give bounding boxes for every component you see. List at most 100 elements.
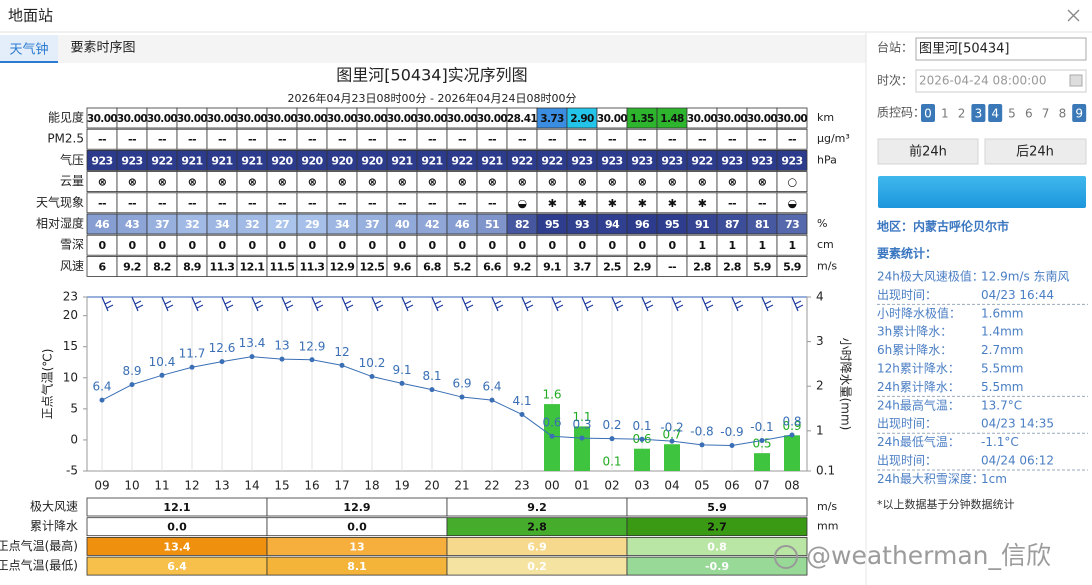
summary-value: 12.1	[163, 501, 190, 514]
qc-code[interactable]: 7	[1042, 107, 1050, 121]
precip-bar	[754, 453, 770, 471]
table-value: 921	[181, 154, 202, 167]
time-value[interactable]: 2026-04-24 08:00:00	[919, 74, 1046, 88]
query-button[interactable]	[878, 176, 1086, 208]
time-input[interactable]	[915, 69, 1087, 93]
qc-code-box[interactable]	[921, 104, 935, 122]
x-tick-label: 21	[454, 479, 469, 493]
summary-cell	[626, 497, 808, 517]
y2-tick-label: 0.1	[816, 464, 835, 478]
next-button-label[interactable]: 后24h	[1016, 145, 1054, 160]
qc-code[interactable]: 8	[1059, 107, 1067, 121]
chart-subtitle: 2026年04月23日08时00分 - 2026年04月24日08时00分	[288, 91, 577, 105]
summary-value: 6.9	[527, 540, 547, 553]
qc-code[interactable]: 4	[991, 107, 999, 121]
summary-value: 0.0	[347, 521, 367, 534]
close-button[interactable]	[1067, 9, 1080, 22]
precip-bar	[664, 444, 680, 471]
table-value: --	[248, 197, 256, 210]
qc-code-box[interactable]	[971, 104, 986, 122]
qc-code[interactable]: 9	[1075, 107, 1083, 121]
table-value: 91	[695, 218, 709, 231]
qc-code-box[interactable]	[1072, 104, 1087, 122]
qc-code[interactable]: 6	[1025, 107, 1033, 121]
table-value: --	[728, 197, 736, 210]
table-value: 923	[571, 154, 592, 167]
temp-line	[101, 356, 793, 447]
table-value: ⊗	[728, 176, 737, 189]
qc-code[interactable]: 0	[924, 107, 932, 121]
station-value[interactable]: 图里河[50434]	[919, 42, 1010, 57]
title-bar	[0, 0, 1092, 32]
prev-button[interactable]	[877, 138, 979, 165]
qc-code[interactable]: 3	[975, 107, 983, 121]
x-tick-label: 18	[364, 479, 379, 493]
table-value: 12.5	[360, 260, 385, 273]
qc-code[interactable]: 5	[1008, 107, 1016, 121]
summary-value: 8.1	[347, 560, 367, 573]
table-value: 2.5	[603, 260, 621, 273]
wind-barb	[251, 296, 264, 312]
tab-active[interactable]	[0, 35, 58, 63]
x-tick-label: 11	[154, 479, 169, 493]
temp-label: 12	[334, 345, 349, 359]
table-value: 0	[518, 239, 526, 252]
table-value: 87	[725, 218, 739, 231]
prev-button-label[interactable]: 前24h	[909, 144, 947, 160]
table-value: --	[488, 133, 496, 146]
table-value: ⊗	[428, 176, 437, 189]
stat-label: 24h最低气温：	[877, 434, 960, 449]
table-value: ✱	[698, 197, 707, 210]
row-unit: cm	[817, 238, 834, 251]
stat-label: 出现时间：	[877, 288, 937, 302]
table-value: ⊗	[128, 176, 137, 189]
table-value: 30.00	[687, 113, 718, 125]
row-unit: km	[817, 111, 834, 124]
table-value: --	[758, 133, 766, 146]
y-tick-label: -5	[66, 464, 78, 478]
summary-cell	[626, 537, 808, 556]
table-value: ⊗	[398, 176, 407, 189]
table-value: 0	[248, 239, 256, 252]
table-value: --	[278, 197, 286, 210]
y-tick-label: 10	[63, 370, 78, 384]
table-value: 30.00	[327, 113, 358, 125]
table-value: 30.00	[267, 113, 298, 125]
station-input[interactable]	[915, 37, 1087, 61]
table-value: 5.9	[753, 260, 771, 273]
x-tick-label: 10	[124, 479, 139, 493]
table-value: 81	[755, 218, 769, 231]
table-value: ⊗	[248, 176, 257, 189]
wind-barb	[791, 296, 804, 312]
y-tick-label: 23	[63, 290, 78, 304]
summary-value: 12.9	[343, 501, 370, 514]
qc-code[interactable]: 2	[958, 107, 966, 121]
next-button[interactable]	[984, 138, 1087, 165]
temp-point	[669, 438, 675, 444]
time-label: 时次：	[877, 74, 913, 88]
table-value: 1	[758, 239, 765, 252]
table-value: --	[338, 133, 346, 146]
wind-barb	[611, 296, 624, 312]
table-value: 0	[548, 239, 556, 252]
table-value: 95	[665, 218, 679, 231]
tab[interactable]: 天气钟	[9, 42, 48, 58]
table-value: 30.00	[117, 113, 148, 125]
table-value: 34	[215, 218, 230, 231]
table-value: 27	[275, 218, 289, 231]
row-label: 天气现象	[36, 194, 84, 209]
table-cell	[776, 255, 808, 277]
table-value: 1	[728, 239, 735, 252]
calendar-icon[interactable]	[1069, 74, 1083, 87]
close-icon[interactable]	[1067, 9, 1080, 22]
wind-barb	[551, 296, 564, 312]
temp-point	[189, 364, 195, 370]
table-value: 0	[218, 239, 226, 252]
tab[interactable]: 要素时序图	[70, 41, 135, 56]
table-value: ○	[788, 176, 797, 189]
table-value: 96	[635, 218, 650, 231]
qc-code[interactable]: 1	[941, 107, 949, 121]
qc-code-box[interactable]	[988, 104, 1003, 122]
table-value: 1	[698, 239, 705, 252]
